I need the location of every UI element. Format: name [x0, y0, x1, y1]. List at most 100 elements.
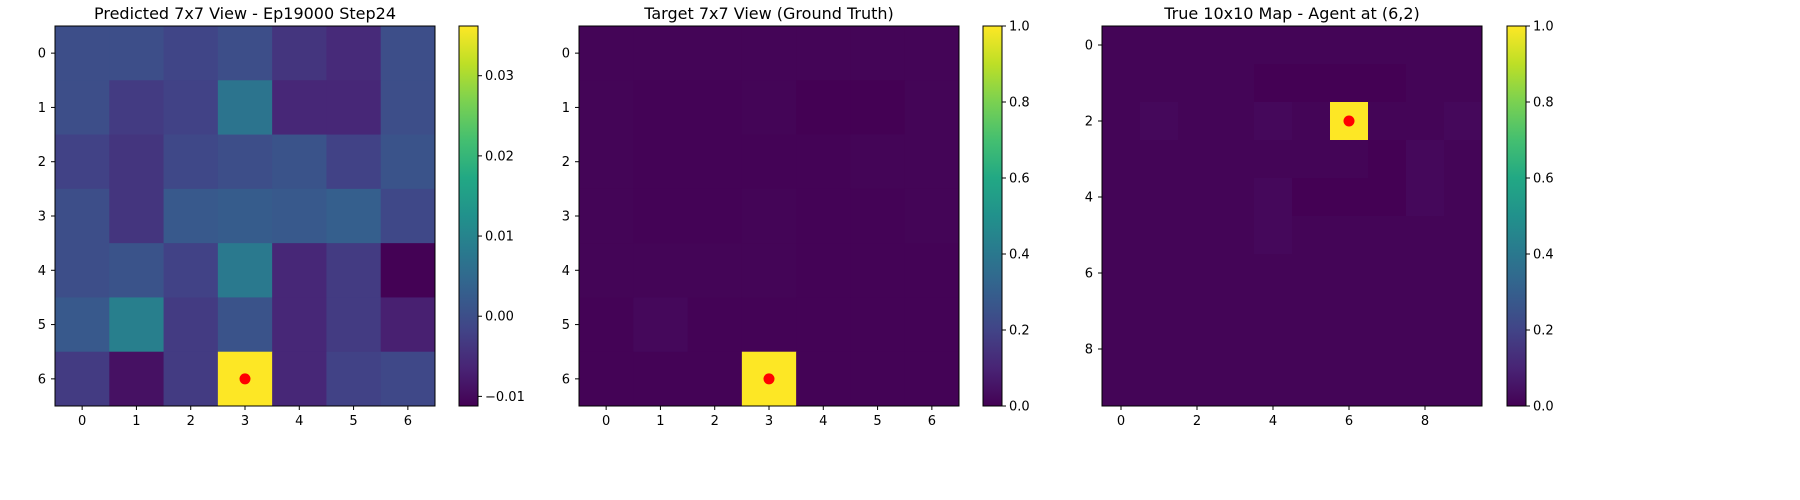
colorbar-tick-label: 1.0 — [1009, 20, 1030, 35]
colorbar — [982, 25, 1003, 407]
heatmap-cell — [1292, 140, 1331, 179]
heatmap-cell — [1292, 26, 1331, 65]
colorbar-tick-label: −0.01 — [485, 390, 525, 405]
y-tick-label: 0 — [1085, 39, 1093, 54]
heatmap-cell — [1102, 178, 1141, 217]
heatmap-cell — [1254, 178, 1293, 217]
x-tick-label: 4 — [295, 414, 303, 429]
heatmap-cell — [1254, 330, 1293, 369]
heatmap-cell — [1102, 140, 1141, 179]
heatmap-cell — [1368, 102, 1407, 141]
heatmap-cell — [1178, 140, 1217, 179]
heatmap-cell — [272, 243, 327, 298]
heatmap-cell — [1254, 140, 1293, 179]
heatmap-cell — [1444, 330, 1483, 369]
panels: Predicted 7x7 View - Ep19000 Step24 0 1 2 3 4… — [38, 4, 1554, 429]
heatmap-cell — [1292, 178, 1331, 217]
heatmap-cell — [272, 134, 327, 190]
x-tick-label: 2 — [1193, 414, 1201, 429]
agent-marker — [239, 373, 251, 385]
heatmap-cell — [1292, 102, 1331, 141]
heatmap-cell — [1102, 26, 1141, 65]
heatmap-cell — [217, 243, 273, 298]
heatmap-cell — [326, 26, 382, 81]
x-tick-label: 3 — [241, 414, 249, 429]
heatmap-cell — [633, 297, 688, 353]
heatmap-cell — [579, 188, 634, 244]
heatmap-cell — [1216, 330, 1255, 369]
heatmap-cell — [1368, 254, 1407, 293]
heatmap-cell — [109, 243, 164, 298]
heatmap-cell — [1254, 64, 1293, 103]
heatmap-cell — [1368, 216, 1407, 255]
heatmap-cell — [1330, 368, 1369, 407]
heatmap-cell — [217, 188, 273, 244]
heatmap-cell — [1292, 254, 1331, 293]
heatmap-cell — [1406, 368, 1445, 407]
heatmap-cell — [1140, 64, 1179, 103]
y-tick-label: 8 — [1085, 343, 1093, 358]
heatmap-cell — [1178, 178, 1217, 217]
heatmap-cell — [904, 26, 960, 81]
heatmap-cell — [1368, 368, 1407, 407]
heatmap-cell — [1140, 26, 1179, 65]
heatmap-cell — [1178, 292, 1217, 331]
heatmap-cell — [850, 188, 906, 244]
chart-title: True 10x10 Map - Agent at (6,2) — [1163, 4, 1420, 23]
colorbar-tick-label: 0.4 — [1009, 248, 1030, 263]
heatmap-cell — [1216, 64, 1255, 103]
heatmap-cell — [1330, 254, 1369, 293]
heatmap-cell — [1178, 254, 1217, 293]
heatmap-cell — [1444, 368, 1483, 407]
heatmap-cell — [1140, 292, 1179, 331]
heatmap-cell — [55, 134, 110, 190]
x-tick-label: 8 — [1421, 414, 1429, 429]
x-tick-label: 3 — [765, 414, 773, 429]
heatmap-cell — [796, 80, 851, 135]
heatmap-cell — [1368, 64, 1407, 103]
heatmap-cell — [1140, 254, 1179, 293]
heatmap-cell — [380, 188, 436, 244]
heatmap-cell — [326, 351, 382, 407]
heatmap-cell — [1444, 216, 1483, 255]
heatmap-cell — [1330, 140, 1369, 179]
colorbar-tick-label: 1.0 — [1533, 20, 1554, 35]
heatmap-cell — [1102, 292, 1141, 331]
heatmap-cell — [272, 188, 327, 244]
heatmap-cell — [579, 26, 634, 81]
heatmap-cell — [1254, 368, 1293, 407]
heatmap-cell — [1406, 26, 1445, 65]
heatmap-cell — [1140, 140, 1179, 179]
heatmap-panel-2: Target 7x7 View (Ground Truth) 0 1 2 3 4 5 6 0 1 2… — [562, 4, 1030, 429]
heatmap-cell — [633, 26, 688, 81]
heatmap-cell — [1368, 292, 1407, 331]
heatmap-cell — [1444, 178, 1483, 217]
heatmap-cell — [217, 297, 273, 353]
x-tick-label: 4 — [1269, 414, 1277, 429]
heatmap-cell — [55, 80, 110, 135]
heatmap-cell — [55, 243, 110, 298]
heatmap-cell — [1254, 26, 1293, 65]
heatmap-cell — [380, 243, 436, 298]
heatmap-cell — [633, 351, 688, 407]
heatmap-cell — [1254, 292, 1293, 331]
heatmap-cell — [741, 26, 797, 81]
heatmap-cell — [1444, 26, 1483, 65]
heatmap-cell — [1406, 102, 1445, 141]
chart-title: Target 7x7 View (Ground Truth) — [643, 4, 894, 23]
heatmap-cell — [217, 80, 273, 135]
heatmap-cell — [1330, 216, 1369, 255]
heatmap-cell — [1102, 102, 1141, 141]
heatmap-cell — [326, 80, 382, 135]
heatmap-cell — [55, 297, 110, 353]
heatmap-cell — [380, 297, 436, 353]
heatmap-cell — [55, 188, 110, 244]
x-tick-label: 0 — [78, 414, 86, 429]
heatmap-cell — [1368, 330, 1407, 369]
heatmap-cell — [1216, 254, 1255, 293]
y-tick-label: 2 — [38, 155, 46, 170]
heatmap-cell — [380, 134, 436, 190]
heatmap-cell — [1178, 102, 1217, 141]
heatmap-cell — [1368, 178, 1407, 217]
y-tick-label: 2 — [1085, 115, 1093, 130]
